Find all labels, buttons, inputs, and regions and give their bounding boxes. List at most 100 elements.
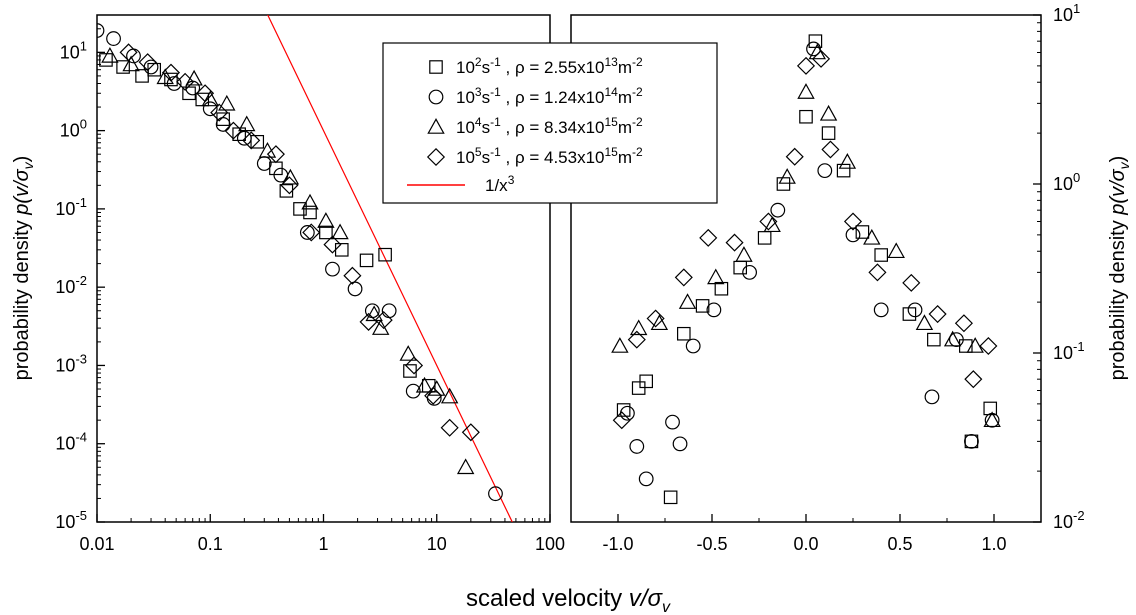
- data-point-triangle: [983, 411, 1001, 428]
- data-point-diamond: [612, 411, 631, 430]
- data-point-triangle: [440, 387, 459, 404]
- data-point-triangle: [281, 168, 300, 185]
- data-point-square: [182, 86, 196, 101]
- legend-entry-label: 103s-1 , ρ = 1.24x1014m-2: [456, 85, 643, 107]
- data-point-square: [836, 163, 851, 178]
- right-panel: -1.0 -0.5 0.0 0.5 1.0 101 100 10-1 10-2: [570, 1, 1085, 554]
- data-point-square: [663, 490, 678, 505]
- data-point-square: [676, 326, 691, 341]
- right-data-points: [611, 34, 1001, 505]
- left-panel: 0.01 0.1 1 10 100 101 100 10-1 10-2 10-3 10-4 10-5: [55, 14, 565, 554]
- data-point-square: [799, 109, 813, 124]
- data-point-circle: [949, 332, 964, 348]
- data-point-triangle: [650, 314, 669, 331]
- fit-curve: [267, 15, 513, 522]
- left-y-axis-label: probability density p(v/σv): [11, 156, 36, 381]
- data-point-circle: [685, 338, 701, 354]
- right-x-tick-label: 0.0: [793, 534, 818, 554]
- data-point-circle: [907, 302, 923, 318]
- data-point-circle: [381, 303, 397, 319]
- legend-entry: 103s-1 , ρ = 1.24x1014m-2: [428, 85, 643, 107]
- data-point-triangle: [156, 68, 174, 85]
- data-point-diamond: [119, 43, 138, 62]
- data-point-square: [964, 434, 979, 449]
- data-point-diamond: [280, 176, 299, 195]
- data-point-diamond: [266, 145, 285, 164]
- legend-entry: 102s-1 , ρ = 2.55x1013m-2: [429, 55, 643, 77]
- data-point-triangle: [258, 142, 277, 158]
- data-point-square: [116, 60, 130, 74]
- data-point-square: [927, 332, 941, 347]
- data-point-diamond: [302, 223, 321, 242]
- data-point-diamond: [210, 103, 229, 122]
- data-point-diamond: [161, 63, 181, 82]
- data-point-square: [821, 126, 836, 140]
- data-point-diamond: [359, 312, 378, 331]
- data-point-circle: [638, 471, 654, 487]
- data-point-square: [303, 205, 317, 220]
- data-point-triangle: [399, 345, 417, 361]
- right-y-tick-label: 10-1: [1053, 339, 1085, 363]
- data-point-circle: [405, 383, 421, 399]
- data-point-triangle: [943, 330, 962, 347]
- left-x-tick-label: 0.01: [79, 534, 114, 554]
- left-data-points: [97, 23, 503, 502]
- data-point-diamond: [796, 56, 816, 75]
- data-point-square: [714, 281, 729, 296]
- data-point-circle: [817, 163, 833, 179]
- data-point-square: [776, 177, 791, 191]
- legend-entry-label: 102s-1 , ρ = 2.55x1013m-2: [456, 55, 643, 77]
- data-point-triangle: [238, 115, 256, 132]
- data-point-triangle: [863, 228, 881, 245]
- right-y-tick-label: 101: [1053, 1, 1080, 25]
- left-fit-line: [267, 15, 513, 522]
- data-point-square: [958, 339, 973, 353]
- data-point-triangle: [371, 319, 390, 335]
- data-point-triangle: [218, 94, 236, 111]
- data-point-triangle: [415, 376, 434, 393]
- data-point-diamond: [979, 336, 998, 356]
- data-point-diamond: [785, 147, 804, 166]
- legend-fit-label: 1/x3: [485, 173, 515, 195]
- data-point-diamond: [954, 314, 973, 333]
- data-point-diamond: [964, 370, 983, 389]
- data-point-circle: [202, 101, 218, 117]
- data-point-circle: [672, 436, 688, 452]
- data-point-triangle: [763, 216, 781, 233]
- data-point-square: [378, 247, 392, 262]
- data-point-triangle: [629, 319, 648, 336]
- right-x-tick-label: -1.0: [602, 534, 633, 554]
- data-point-triangle: [707, 268, 725, 285]
- data-point-diamond: [440, 418, 459, 437]
- data-point-circle: [742, 264, 757, 280]
- data-point-circle: [347, 281, 363, 297]
- legend-entry-label: 104s-1 , ρ = 8.34x1015m-2: [456, 115, 643, 137]
- left-x-tick-label: 0.1: [198, 534, 223, 554]
- data-point-diamond: [928, 305, 947, 324]
- right-x-tick-label: 1.0: [981, 534, 1006, 554]
- data-point-diamond: [759, 212, 778, 231]
- data-point-diamond: [699, 228, 718, 247]
- left-y-tick-label: 10-1: [55, 195, 87, 219]
- data-point-diamond: [224, 121, 243, 140]
- data-point-square: [757, 231, 772, 245]
- data-point-square: [874, 248, 888, 262]
- data-point-square: [855, 225, 870, 239]
- left-y-tick-label: 10-5: [55, 508, 87, 532]
- legend-marker-square: [429, 60, 443, 74]
- left-axes: 0.01 0.1 1 10 100 101 100 10-1 10-2 10-3 10-4 10-5: [55, 14, 565, 554]
- right-y-axis-label: probability density p(v/σv): [1107, 156, 1132, 381]
- data-point-diamond: [196, 84, 215, 103]
- data-point-circle: [236, 130, 252, 146]
- data-point-triangle: [887, 242, 905, 259]
- right-y-tick-label: 10-2: [1053, 508, 1085, 532]
- data-point-triangle: [808, 43, 826, 60]
- data-point-triangle: [301, 193, 319, 210]
- data-point-triangle: [331, 223, 349, 240]
- data-point-diamond: [176, 72, 195, 91]
- data-point-triangle: [101, 46, 119, 63]
- data-point-diamond: [343, 266, 362, 285]
- left-y-tick-label: 10-4: [55, 430, 87, 454]
- data-point-square: [319, 225, 333, 240]
- data-point-triangle: [838, 153, 857, 169]
